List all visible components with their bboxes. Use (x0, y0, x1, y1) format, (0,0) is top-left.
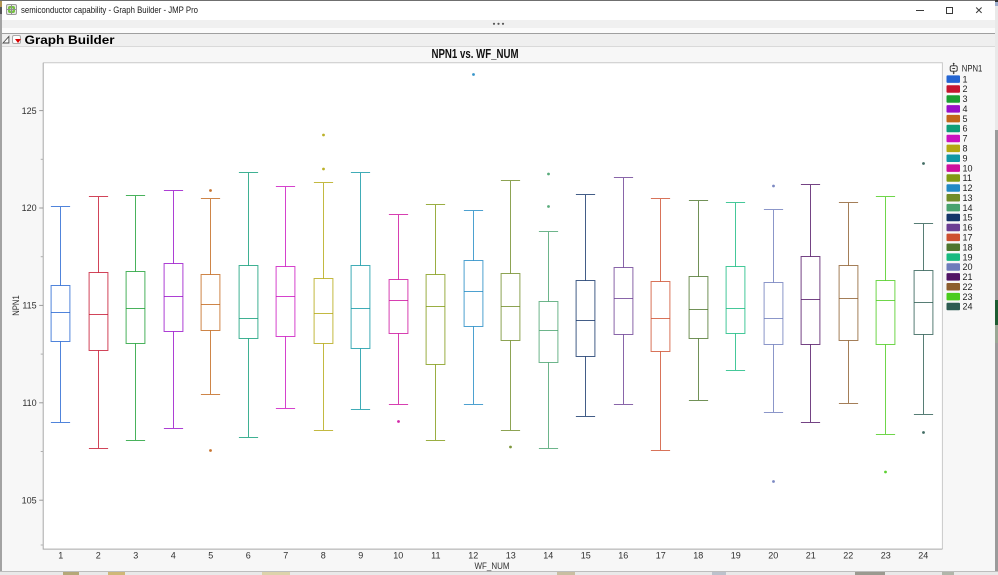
svg-text:1: 1 (963, 74, 968, 84)
svg-text:5: 5 (208, 551, 213, 561)
svg-text:1: 1 (58, 551, 63, 561)
svg-text:4: 4 (171, 551, 176, 561)
svg-text:NPN1: NPN1 (11, 295, 21, 316)
svg-text:12: 12 (963, 183, 973, 193)
svg-text:14: 14 (543, 551, 553, 561)
svg-text:16: 16 (963, 223, 973, 233)
svg-text:15: 15 (581, 551, 591, 561)
svg-text:23: 23 (963, 292, 973, 302)
svg-text:Graph Builder: Graph Builder (25, 33, 115, 47)
svg-text:22: 22 (963, 282, 973, 292)
svg-text:105: 105 (22, 495, 37, 505)
svg-text:21: 21 (806, 551, 816, 561)
svg-text:24: 24 (918, 551, 928, 561)
svg-text:11: 11 (963, 173, 972, 183)
svg-text:110: 110 (22, 398, 36, 408)
svg-text:21: 21 (963, 272, 973, 282)
svg-text:120: 120 (22, 203, 37, 213)
svg-text:12: 12 (468, 551, 478, 561)
svg-text:14: 14 (963, 203, 973, 213)
svg-text:9: 9 (963, 153, 968, 163)
svg-text:3: 3 (133, 551, 138, 561)
svg-text:2: 2 (963, 84, 968, 94)
svg-text:18: 18 (963, 242, 973, 252)
svg-text:13: 13 (963, 193, 973, 203)
svg-text:8: 8 (321, 551, 326, 561)
svg-text:7: 7 (963, 134, 968, 144)
svg-text:WF_NUM: WF_NUM (475, 561, 510, 571)
svg-text:2: 2 (96, 551, 101, 561)
svg-text:22: 22 (843, 551, 853, 561)
svg-text:7: 7 (283, 551, 288, 561)
svg-text:NPN1: NPN1 (962, 64, 983, 74)
svg-text:18: 18 (693, 551, 703, 561)
svg-text:115: 115 (22, 301, 36, 311)
svg-text:19: 19 (963, 252, 973, 262)
svg-text:8: 8 (963, 144, 968, 154)
svg-text:9: 9 (358, 551, 363, 561)
svg-text:13: 13 (506, 551, 516, 561)
svg-text:5: 5 (963, 114, 968, 124)
svg-text:6: 6 (963, 124, 968, 134)
svg-text:20: 20 (963, 262, 973, 272)
svg-text:4: 4 (963, 104, 968, 114)
svg-text:20: 20 (768, 551, 778, 561)
svg-text:11: 11 (431, 551, 440, 561)
svg-text:17: 17 (656, 551, 666, 561)
svg-text:15: 15 (963, 213, 973, 223)
svg-text:10: 10 (963, 163, 973, 173)
svg-text:semiconductor capability - Gra: semiconductor capability - Graph Builder… (21, 5, 198, 16)
svg-text:17: 17 (963, 233, 973, 243)
svg-text:3: 3 (963, 94, 968, 104)
svg-text:23: 23 (881, 551, 891, 561)
svg-text:125: 125 (22, 106, 37, 116)
svg-text:6: 6 (246, 551, 251, 561)
svg-text:24: 24 (963, 302, 973, 312)
svg-text:19: 19 (731, 551, 741, 561)
svg-text:16: 16 (618, 551, 628, 561)
svg-text:NPN1 vs. WF_NUM: NPN1 vs. WF_NUM (432, 46, 519, 61)
svg-text:10: 10 (393, 551, 403, 561)
